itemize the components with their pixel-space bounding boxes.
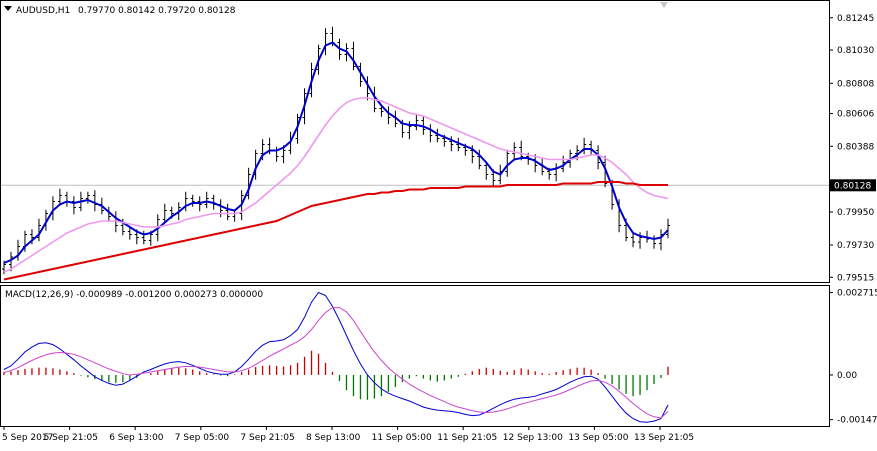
time-axis-label: 11 Sep 21:05 — [437, 433, 497, 443]
signal-line — [3, 307, 669, 419]
macd-pane-frame — [0, 285, 830, 427]
macd-axis-label: 0.002715 — [837, 289, 877, 299]
price-axis-label: 0.79950 — [837, 208, 874, 218]
slow-ma-line — [3, 97, 669, 273]
macd-axis-label: 0.00 — [837, 371, 857, 381]
time-axis-label: 11 Sep 05:00 — [372, 433, 432, 443]
price-axis-label: 0.79730 — [837, 241, 874, 251]
triangle-down-icon[interactable] — [4, 6, 12, 11]
time-axis-label: 13 Sep 21:05 — [634, 433, 694, 443]
time-axis-label: 8 Sep 13:00 — [306, 433, 361, 443]
price-axis-label: 0.81245 — [837, 14, 874, 24]
time-axis-label: 5 Sep 2017 — [2, 433, 53, 443]
macd-axis-label: -0.001472 — [837, 416, 877, 426]
fast-ma-line — [3, 41, 669, 264]
macd-line — [3, 291, 669, 423]
current-price-badge — [830, 179, 876, 192]
price-axis-label: 0.81030 — [837, 46, 874, 56]
price-pane-frame — [0, 0, 830, 283]
triangle-down-icon[interactable] — [660, 2, 668, 8]
time-axis-label: 7 Sep 21:05 — [240, 433, 294, 443]
price-axis-label: 0.79515 — [837, 273, 874, 283]
time-axis-label: 13 Sep 05:00 — [568, 433, 628, 443]
time-axis-label: 5 Sep 21:05 — [44, 433, 98, 443]
long-ma-line — [3, 181, 668, 281]
current-price-label: 0.80128 — [834, 181, 871, 191]
time-axis-label: 7 Sep 05:00 — [175, 433, 230, 443]
macd-header-label: MACD(12,26,9) -0.000989 -0.001200 0.0002… — [5, 290, 263, 300]
time-axis-label: 12 Sep 13:00 — [503, 433, 563, 443]
time-axis-label: 6 Sep 13:00 — [109, 433, 164, 443]
ohlc-label: 0.79770 0.80142 0.79720 0.80128 — [78, 6, 236, 16]
symbol-label: AUDUSD,H1 — [16, 6, 70, 16]
price-axis-label: 0.80808 — [837, 79, 874, 89]
price-axis-label: 0.80388 — [837, 142, 874, 152]
price-axis-label: 0.80606 — [837, 110, 874, 120]
